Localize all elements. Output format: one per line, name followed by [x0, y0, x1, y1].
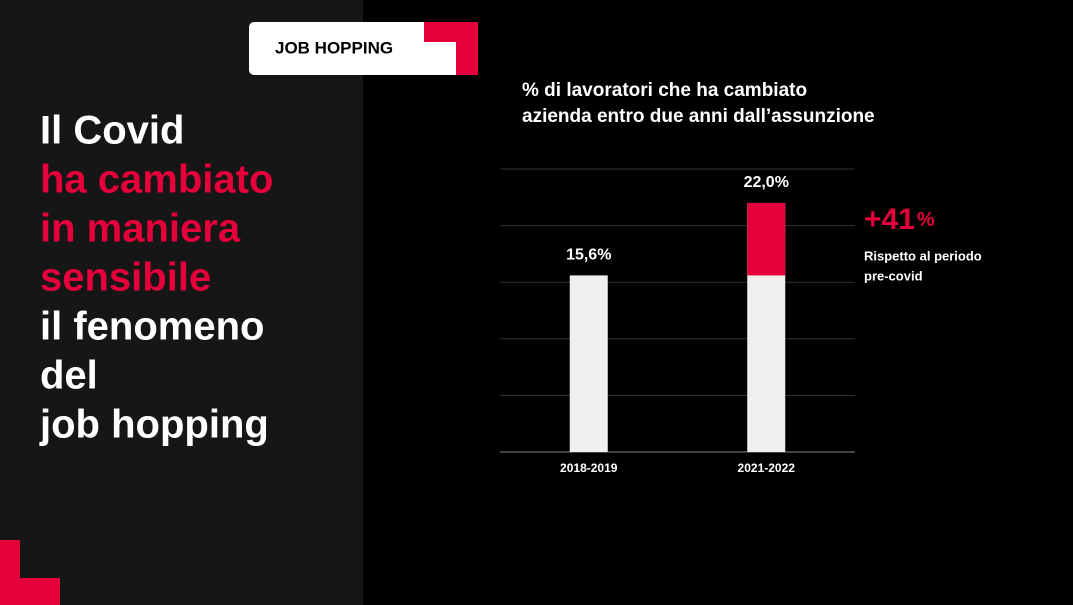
headline-line: job hopping [39, 403, 269, 447]
bar-increase [747, 202, 786, 276]
tag-label: JOB HOPPING [275, 38, 393, 57]
tag-corner [424, 22, 478, 75]
annotation-value: +41% [864, 203, 935, 236]
annotation-text: pre-covid [864, 268, 923, 283]
headline-line: del [40, 354, 98, 398]
headline-line: sensibile [40, 256, 211, 300]
chart-title: % di lavoratori che ha cambiato [522, 80, 807, 101]
headline-line: in maniera [40, 207, 241, 251]
value-label: 15,6% [566, 247, 611, 264]
chart-title: azienda entro due anni dall’assunzione [522, 106, 875, 127]
corner-decoration [0, 540, 60, 605]
headline-line: Il Covid [40, 109, 184, 153]
annotation-number: +41 [864, 203, 915, 236]
value-label: 22,0% [744, 174, 789, 191]
bar [569, 275, 608, 452]
x-tick-label: 2021-2022 [738, 461, 796, 475]
annotation-unit: % [917, 209, 935, 231]
x-tick-label: 2018-2019 [560, 461, 618, 475]
headline-line: ha cambiato [40, 158, 273, 202]
headline-line: il fenomeno [40, 305, 264, 349]
annotation-text: Rispetto al periodo [864, 248, 982, 263]
left-panel [0, 0, 363, 605]
tag-box [249, 22, 478, 75]
